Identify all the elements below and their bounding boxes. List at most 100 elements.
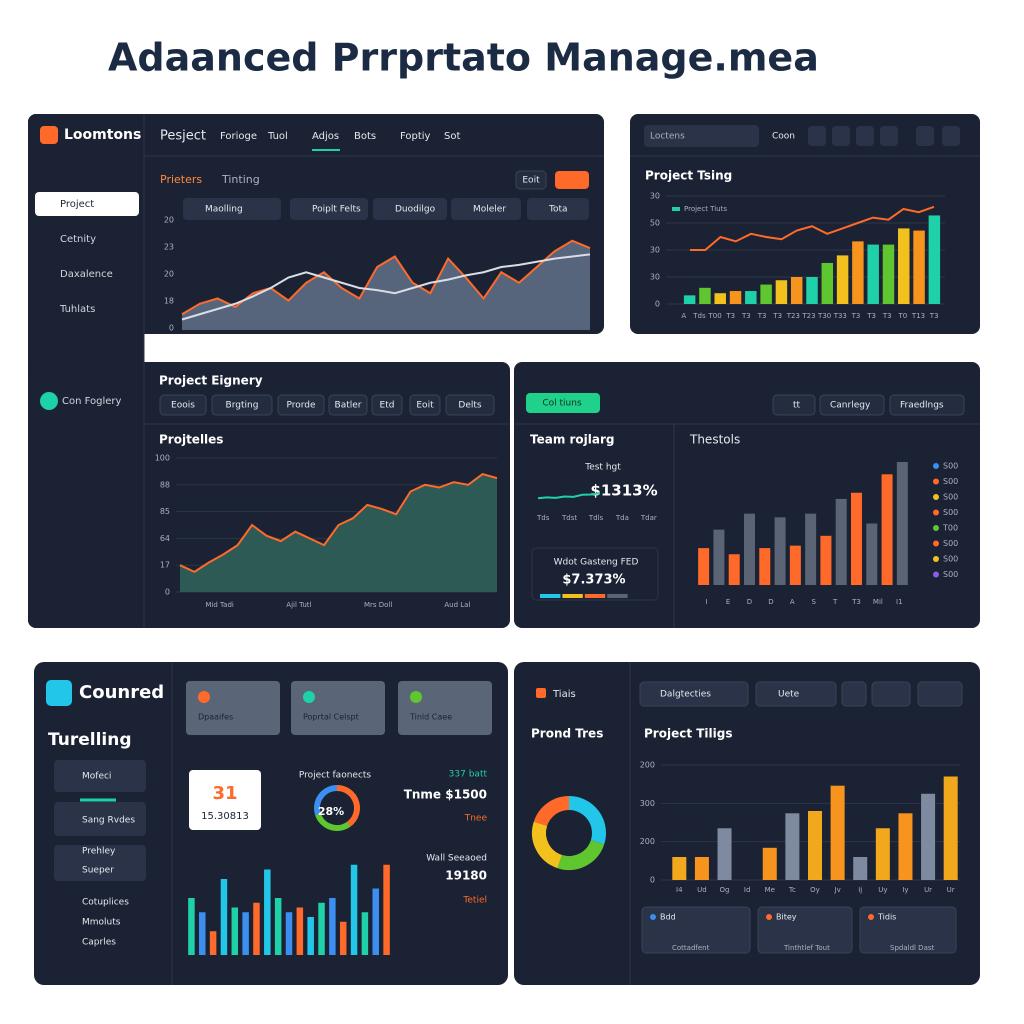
legend-swatch: [933, 525, 939, 531]
line: [537, 492, 601, 500]
label[interactable]: Coon: [772, 132, 795, 142]
icon: [303, 691, 315, 703]
filter: Maolling: [205, 205, 243, 215]
button[interactable]: [555, 171, 589, 189]
y-tick-label: 0: [650, 876, 655, 885]
x-tick-label: T3: [882, 312, 892, 320]
button-label: Prorde: [286, 401, 316, 411]
button[interactable]: [526, 393, 600, 413]
button[interactable]: [871, 681, 911, 707]
button: [189, 770, 261, 830]
label[interactable]: Uete: [778, 690, 800, 700]
button[interactable]: [54, 802, 146, 836]
bar: [264, 869, 271, 955]
x-tick-label: T3: [851, 598, 861, 606]
nav-item[interactable]: Daxalence: [60, 269, 113, 280]
menu-item[interactable]: Mofeci: [82, 772, 111, 782]
button[interactable]: [54, 845, 146, 881]
nav-item[interactable]: Project: [60, 199, 94, 210]
button[interactable]: [291, 681, 385, 735]
button[interactable]: [328, 394, 368, 416]
button[interactable]: [808, 126, 826, 146]
tab[interactable]: Tinting: [221, 173, 260, 186]
nav-item[interactable]: Tuhlats: [59, 304, 95, 315]
button[interactable]: [859, 906, 957, 954]
bar: [339, 921, 347, 955]
button[interactable]: [35, 192, 139, 216]
button[interactable]: [277, 394, 325, 416]
button[interactable]: [159, 394, 207, 416]
button[interactable]: [515, 170, 547, 190]
label: 31: [212, 783, 237, 804]
nav-item[interactable]: Cetnity: [60, 234, 96, 245]
x-tick-label: T0: [898, 312, 908, 320]
bar: [698, 548, 710, 585]
menu-item[interactable]: Mmoluts: [82, 918, 121, 928]
label[interactable]: Dalgtecties: [660, 690, 711, 700]
tab[interactable]: Sot: [444, 131, 460, 142]
label: Project Tsing: [645, 169, 732, 183]
icon: [650, 914, 656, 920]
nav-item[interactable]: Con Foglery: [62, 396, 122, 407]
tab[interactable]: Tiais: [552, 689, 576, 700]
filter: Canrlegy: [830, 401, 871, 411]
bar: [896, 462, 908, 585]
button[interactable]: [373, 198, 447, 220]
x-tick-label: A: [790, 598, 795, 606]
button[interactable]: [644, 125, 759, 147]
menu-item[interactable]: Sang Rvdes: [82, 816, 135, 826]
button[interactable]: [819, 394, 885, 416]
button[interactable]: [755, 681, 837, 707]
bar: [921, 793, 936, 880]
tab[interactable]: Tuol: [267, 131, 288, 142]
button[interactable]: [211, 394, 273, 416]
button[interactable]: [639, 681, 749, 707]
button-label: Delts: [458, 401, 481, 411]
tab[interactable]: Forioge: [220, 131, 257, 142]
bar: [220, 879, 228, 955]
bar: [853, 857, 868, 880]
button[interactable]: [832, 126, 850, 146]
logo: [40, 126, 58, 144]
button[interactable]: [757, 906, 853, 954]
tab[interactable]: Pesject: [160, 129, 206, 144]
menu-item[interactable]: Prehley: [82, 847, 116, 857]
x-tick-label: Mil: [873, 598, 883, 606]
x-tick-label: Ud: [697, 886, 707, 894]
button[interactable]: [290, 198, 368, 220]
tab[interactable]: Adjos: [312, 131, 339, 142]
button[interactable]: [889, 394, 965, 416]
menu-item[interactable]: Caprles: [82, 938, 116, 948]
button[interactable]: [841, 681, 867, 707]
button[interactable]: [54, 760, 146, 792]
button[interactable]: [451, 198, 521, 220]
button[interactable]: [527, 198, 589, 220]
button[interactable]: [880, 126, 898, 146]
button[interactable]: [772, 394, 816, 416]
label[interactable]: Loctens: [650, 132, 685, 142]
tab[interactable]: Bots: [354, 131, 376, 142]
button[interactable]: [409, 394, 441, 416]
y-tick-label: 30: [650, 273, 660, 282]
button[interactable]: [186, 681, 280, 735]
y-tick-label: 30: [650, 192, 660, 201]
button[interactable]: [917, 681, 963, 707]
button[interactable]: [856, 126, 874, 146]
tab[interactable]: Foptiy: [400, 131, 431, 142]
x-tick-label: T30: [817, 312, 831, 320]
button[interactable]: [641, 906, 751, 954]
button[interactable]: [916, 126, 934, 146]
line: [181, 253, 591, 321]
bar: [913, 230, 925, 304]
button[interactable]: [398, 681, 492, 735]
button[interactable]: [371, 394, 403, 416]
menu-item[interactable]: Cotuplices: [82, 898, 129, 908]
tab[interactable]: Prieters: [160, 173, 202, 186]
menu-item[interactable]: Sueper: [82, 866, 114, 876]
button[interactable]: [445, 394, 495, 416]
bar: [318, 902, 325, 955]
label: 15.30813: [201, 811, 249, 822]
area: [180, 474, 497, 592]
button[interactable]: [183, 198, 281, 220]
button[interactable]: [942, 126, 960, 146]
